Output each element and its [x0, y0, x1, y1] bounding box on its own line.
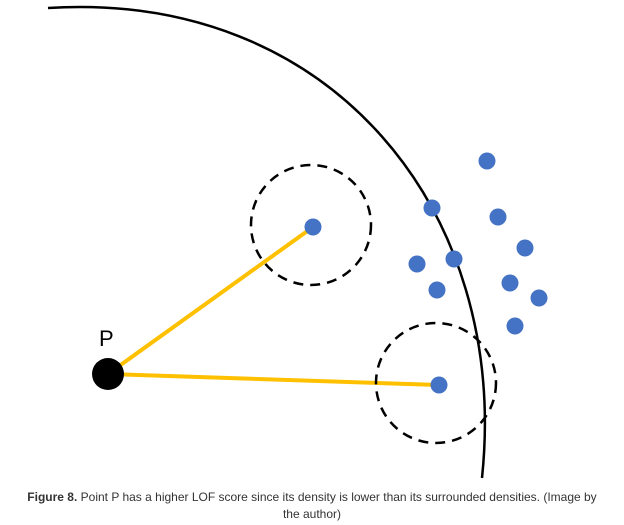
cluster-point [489, 208, 507, 226]
cluster-point [478, 152, 496, 170]
neighbor-point [304, 218, 322, 236]
cluster-point [408, 255, 426, 273]
neighborhood-circle-lower [374, 321, 498, 445]
point-p-label: P [99, 326, 114, 351]
density-boundary-arc [47, 5, 487, 479]
neighborhood-circle-upper [249, 163, 373, 287]
figure-caption: Figure 8. Point P has a higher LOF score… [20, 489, 604, 523]
cluster-point [428, 281, 446, 299]
neighbor-point [430, 376, 448, 394]
cluster-point [506, 317, 524, 335]
cluster-point [423, 199, 441, 217]
connector-line-upper [106, 225, 315, 376]
lof-diagram: P [47, 5, 548, 479]
point-p-marker [92, 358, 124, 390]
cluster-point [530, 289, 548, 307]
connector-line-lower [107, 372, 440, 387]
caption-text: Point P has a higher LOF score since its… [77, 490, 597, 521]
caption-label: Figure 8. [27, 490, 78, 504]
cluster-point [516, 239, 534, 257]
cluster-point [445, 250, 463, 268]
cluster-point [501, 274, 519, 292]
